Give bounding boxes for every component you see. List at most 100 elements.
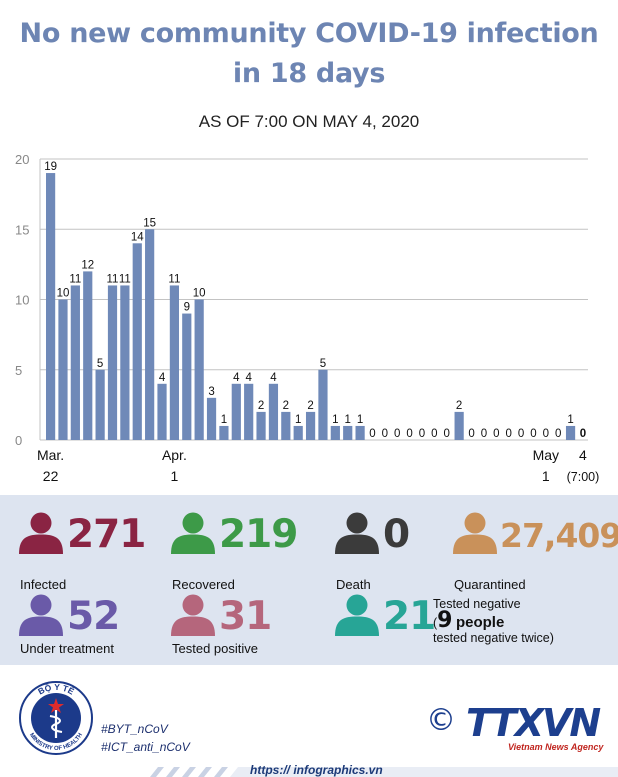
bar-value-label: 0 <box>444 428 450 440</box>
bar <box>318 369 328 440</box>
bar <box>132 243 142 440</box>
bar <box>293 425 303 440</box>
under-treatment-label: Under treatment <box>20 641 114 656</box>
bar-value-label: 1 <box>295 414 301 426</box>
bar-value-label: 2 <box>258 400 264 412</box>
open-paren: ( <box>433 616 438 630</box>
tested-negative-line-3: tested negative twice) <box>433 631 554 645</box>
bar <box>169 285 179 440</box>
url-bar <box>0 767 618 777</box>
title-line-2: in 18 days <box>232 58 386 89</box>
bar-value-label: 5 <box>97 358 103 370</box>
bar-value-label: 0 <box>406 428 412 440</box>
recovered-count: 219 <box>219 512 298 557</box>
y-tick-label: 0 <box>15 433 22 448</box>
x-tick-label: Mar. <box>37 447 64 463</box>
stats-panel: 271 Infected 219 Recovered 0 Death 27,40… <box>0 495 618 665</box>
bar <box>219 425 229 440</box>
x-tick-label: 4 <box>579 447 587 463</box>
under-treatment-count: 52 <box>67 594 120 639</box>
bar <box>70 285 80 440</box>
bar <box>182 313 192 440</box>
bar-value-label: 12 <box>81 259 94 271</box>
bar <box>46 173 56 441</box>
y-tick-label: 15 <box>15 222 29 237</box>
bar-value-label: 0 <box>580 428 586 440</box>
bar <box>256 411 266 440</box>
person-icon <box>171 594 215 636</box>
bar-value-label: 1 <box>567 414 573 426</box>
bar-value-label: 4 <box>233 372 240 384</box>
title-line-1: No new community COVID-19 infection <box>19 18 599 49</box>
bar-value-label: 1 <box>357 414 363 426</box>
bar-value-label: 0 <box>481 428 487 440</box>
infected-count: 271 <box>67 512 146 557</box>
y-tick-label: 20 <box>15 152 29 167</box>
bar <box>244 383 254 440</box>
bar-value-label: 1 <box>332 414 338 426</box>
website-link[interactable]: https:// infographics.vn <box>250 763 383 777</box>
recovered-label: Recovered <box>172 577 235 592</box>
bar-value-label: 3 <box>208 386 214 398</box>
person-icon <box>335 512 379 554</box>
person-icon <box>19 512 63 554</box>
logo-top-text: BỘ Y TẾ <box>36 681 76 696</box>
person-icon <box>19 594 63 636</box>
bar <box>231 383 241 440</box>
y-tick-label: 10 <box>15 293 29 308</box>
bar-value-label: 15 <box>143 217 156 229</box>
bar <box>194 299 204 440</box>
bar-value-label: 2 <box>283 400 289 412</box>
bar-value-label: 4 <box>270 372 277 384</box>
y-tick-label: 5 <box>15 363 22 378</box>
bar-value-label: 2 <box>456 400 462 412</box>
bar-value-label: 10 <box>57 288 70 300</box>
bar <box>83 271 93 440</box>
tested-negative-count: 21 <box>383 594 436 639</box>
bar-value-label: 10 <box>193 288 206 300</box>
hashtag-ict: #ICT_anti_nCoV <box>101 740 190 754</box>
person-icon <box>453 512 497 554</box>
bar <box>330 425 340 440</box>
x-tick-label: 1 <box>542 468 550 484</box>
bar-value-label: 4 <box>245 372 252 384</box>
bar <box>120 285 130 440</box>
bar-value-label: 0 <box>382 428 388 440</box>
agency-subtitle: Vietnam News Agency <box>508 742 604 752</box>
death-count: 0 <box>383 512 410 557</box>
bar-value-label: 0 <box>505 428 511 440</box>
bar-value-label: 0 <box>530 428 536 440</box>
quarantined-label: Quarantined <box>454 577 526 592</box>
hashtags: #BYT_nCoV #ICT_anti_nCoV <box>101 720 190 756</box>
negative-twice-count: 9 <box>437 608 453 633</box>
x-tick-label: (7:00) <box>567 470 600 484</box>
tested-positive-count: 31 <box>219 594 272 639</box>
bar-value-label: 0 <box>555 428 561 440</box>
bar-value-label: 0 <box>394 428 400 440</box>
bar <box>355 425 365 440</box>
bar-value-label: 0 <box>419 428 425 440</box>
bar-value-label: 0 <box>543 428 549 440</box>
page-subtitle: AS OF 7:00 ON MAY 4, 2020 <box>198 112 420 131</box>
bar <box>281 411 291 440</box>
people-word: people <box>455 614 505 631</box>
quarantined-count: 27,409 <box>500 516 618 555</box>
person-icon <box>335 594 379 636</box>
page-title: No new community COVID-19 infection in 1… <box>0 14 618 94</box>
bar-value-label: 0 <box>468 428 474 440</box>
bar <box>565 425 576 440</box>
bar <box>305 411 316 440</box>
hashtag-byt: #BYT_nCoV <box>101 722 168 736</box>
bar-value-label: 0 <box>518 428 524 440</box>
x-tick-label: May <box>533 447 559 463</box>
bar-value-label: 0 <box>431 428 437 440</box>
bar-value-label: 9 <box>184 302 190 314</box>
footer: BỘ Y TẾ MINISTRY OF HEALTH #BYT_nCoV #IC… <box>0 665 618 777</box>
bar-value-label: 4 <box>159 372 166 384</box>
bar-value-label: 11 <box>119 273 131 285</box>
bar-value-label: 14 <box>131 231 144 243</box>
bar <box>206 397 217 440</box>
x-tick-label: 22 <box>43 468 59 484</box>
bar-value-label: 5 <box>320 358 326 370</box>
